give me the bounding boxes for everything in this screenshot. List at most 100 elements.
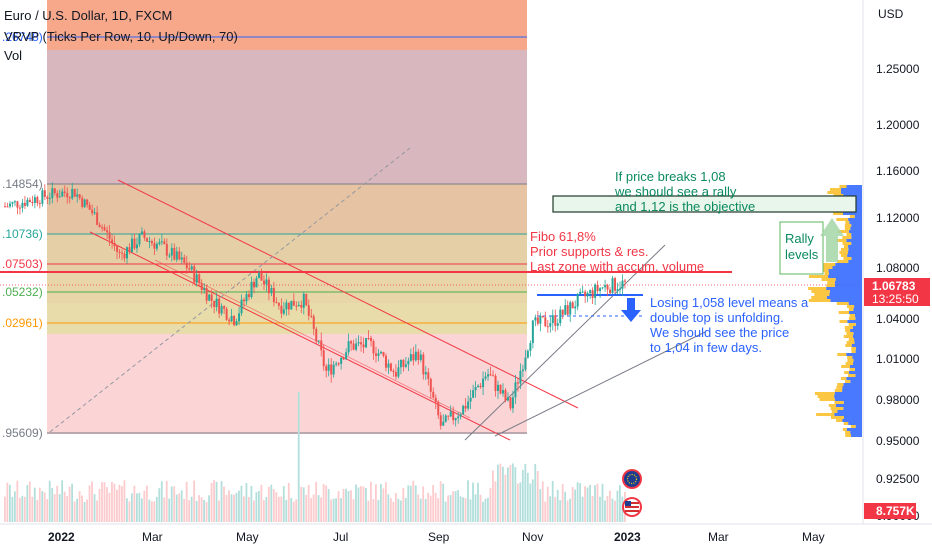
candle-body: [245, 294, 248, 302]
volume-bar: [183, 498, 186, 522]
candle-body: [287, 302, 290, 310]
time-axis[interactable]: 2022 Mar May Jul Sep Nov 2023 Mar May: [48, 530, 825, 544]
candle-body: [569, 302, 572, 315]
volume-label[interactable]: Vol: [4, 48, 23, 63]
fib-zone-1: [47, 50, 527, 184]
time-tick: 2023: [614, 530, 641, 544]
volume-bar: [576, 482, 579, 522]
volume-profile-bar-up: [832, 266, 862, 269]
indicator-label[interactable]: VRVP (Ticks Per Row, 10, Up/Down, 70): [4, 29, 238, 44]
volume-profile-bar-up: [855, 317, 862, 320]
volume-profile-bar-down: [844, 224, 852, 227]
volume-bar: [614, 500, 616, 522]
candle-body: [277, 302, 280, 306]
volume-bar: [601, 483, 604, 522]
volume-bar: [347, 490, 350, 522]
candle-body: [409, 354, 412, 361]
candle-body: [243, 299, 246, 302]
candle-body: [539, 315, 542, 324]
candle-body: [596, 284, 599, 292]
volume-bar: [409, 485, 412, 522]
volume-profile-bar-up: [848, 245, 862, 248]
volume-bar: [233, 494, 235, 522]
volume-bar: [225, 494, 228, 522]
volume-profile-bar-up: [851, 434, 862, 437]
volume-profile-bar-down: [836, 260, 849, 263]
volume-profile-bar-up: [846, 239, 862, 242]
volume-bar: [531, 479, 534, 522]
volume-bar: [589, 484, 591, 522]
volume-bar: [546, 486, 549, 522]
candle-body: [41, 190, 44, 204]
volume-bar: [422, 486, 425, 522]
candle-body: [594, 284, 597, 298]
time-tick: May: [236, 530, 259, 544]
candle-body: [203, 288, 206, 290]
fib-zone-top: [47, 0, 527, 50]
candle-body: [160, 241, 163, 243]
volume-bar: [86, 499, 88, 522]
candle-body: [307, 305, 310, 316]
volume-profile-bar-down: [845, 344, 852, 347]
volume-profile-bar-down: [848, 317, 856, 320]
volume-profile-bar-up: [834, 395, 862, 398]
volume-profile-bar-down: [840, 254, 848, 257]
candle-body: [173, 247, 176, 260]
candle-body: [260, 272, 263, 281]
time-tick: May: [802, 530, 825, 544]
candle-body: [551, 315, 554, 324]
price-tick: 0.98000: [876, 393, 920, 407]
volume-bar: [564, 491, 567, 522]
candle-body: [302, 293, 305, 308]
volume-profile-bar-up: [837, 410, 862, 413]
chart-title[interactable]: Euro / U.S. Dollar, 1D, FXCM: [4, 8, 173, 23]
candle-body: [581, 291, 584, 293]
candle-body: [511, 397, 514, 409]
volume-bar: [98, 488, 101, 522]
volume-bar: [295, 499, 298, 522]
candle-body: [38, 203, 41, 205]
trend-lines: [0, 147, 860, 441]
price-tick: 1.08000: [876, 261, 920, 275]
fib-zone-4: [47, 271, 527, 303]
volume-bar: [322, 484, 325, 522]
volume-profile-bar-down: [839, 185, 847, 188]
candle-body: [282, 309, 285, 314]
candle-body: [116, 246, 119, 252]
candle-body: [36, 197, 39, 204]
candle-body: [272, 287, 275, 303]
us-flag-icon[interactable]: [622, 497, 642, 517]
volume-bar: [130, 493, 133, 522]
volume-profile-bar-down: [845, 329, 851, 332]
volume-profile-bar-up: [835, 263, 862, 266]
volume-profile-bar-up: [826, 296, 862, 299]
candle-body: [317, 340, 320, 342]
rally-levels-box: [779, 221, 824, 275]
volume-bar: [61, 480, 64, 522]
time-tick: Mar: [142, 530, 163, 544]
volume-profile-bar-down: [829, 188, 841, 191]
candle-body: [497, 384, 500, 391]
volume-bar: [213, 480, 215, 522]
volume-bar: [596, 483, 599, 522]
candle-body: [524, 357, 527, 370]
candle-body: [487, 374, 490, 377]
eu-flag-icon[interactable]: [622, 469, 642, 489]
candle-body: [434, 397, 437, 403]
candle-body: [121, 252, 124, 254]
volume-profile-bar-up: [828, 269, 862, 272]
time-tick: Nov: [522, 530, 543, 544]
candle-body: [28, 199, 31, 202]
fib-labels: .26748) .14854) .10736) .07503) .05232) .0296…: [2, 30, 43, 440]
volume-bar: [23, 496, 26, 522]
candle-body: [21, 202, 24, 208]
volume-bar: [290, 497, 293, 522]
volume-profile-bar-up: [840, 188, 862, 191]
volume-bar: [526, 472, 529, 522]
volume-bar: [285, 499, 288, 522]
volume-profile-bar-down: [849, 314, 855, 317]
volume-profile-bar-down: [845, 380, 851, 383]
volume-bar: [424, 499, 427, 522]
volume-profile-bar-up: [848, 230, 862, 233]
